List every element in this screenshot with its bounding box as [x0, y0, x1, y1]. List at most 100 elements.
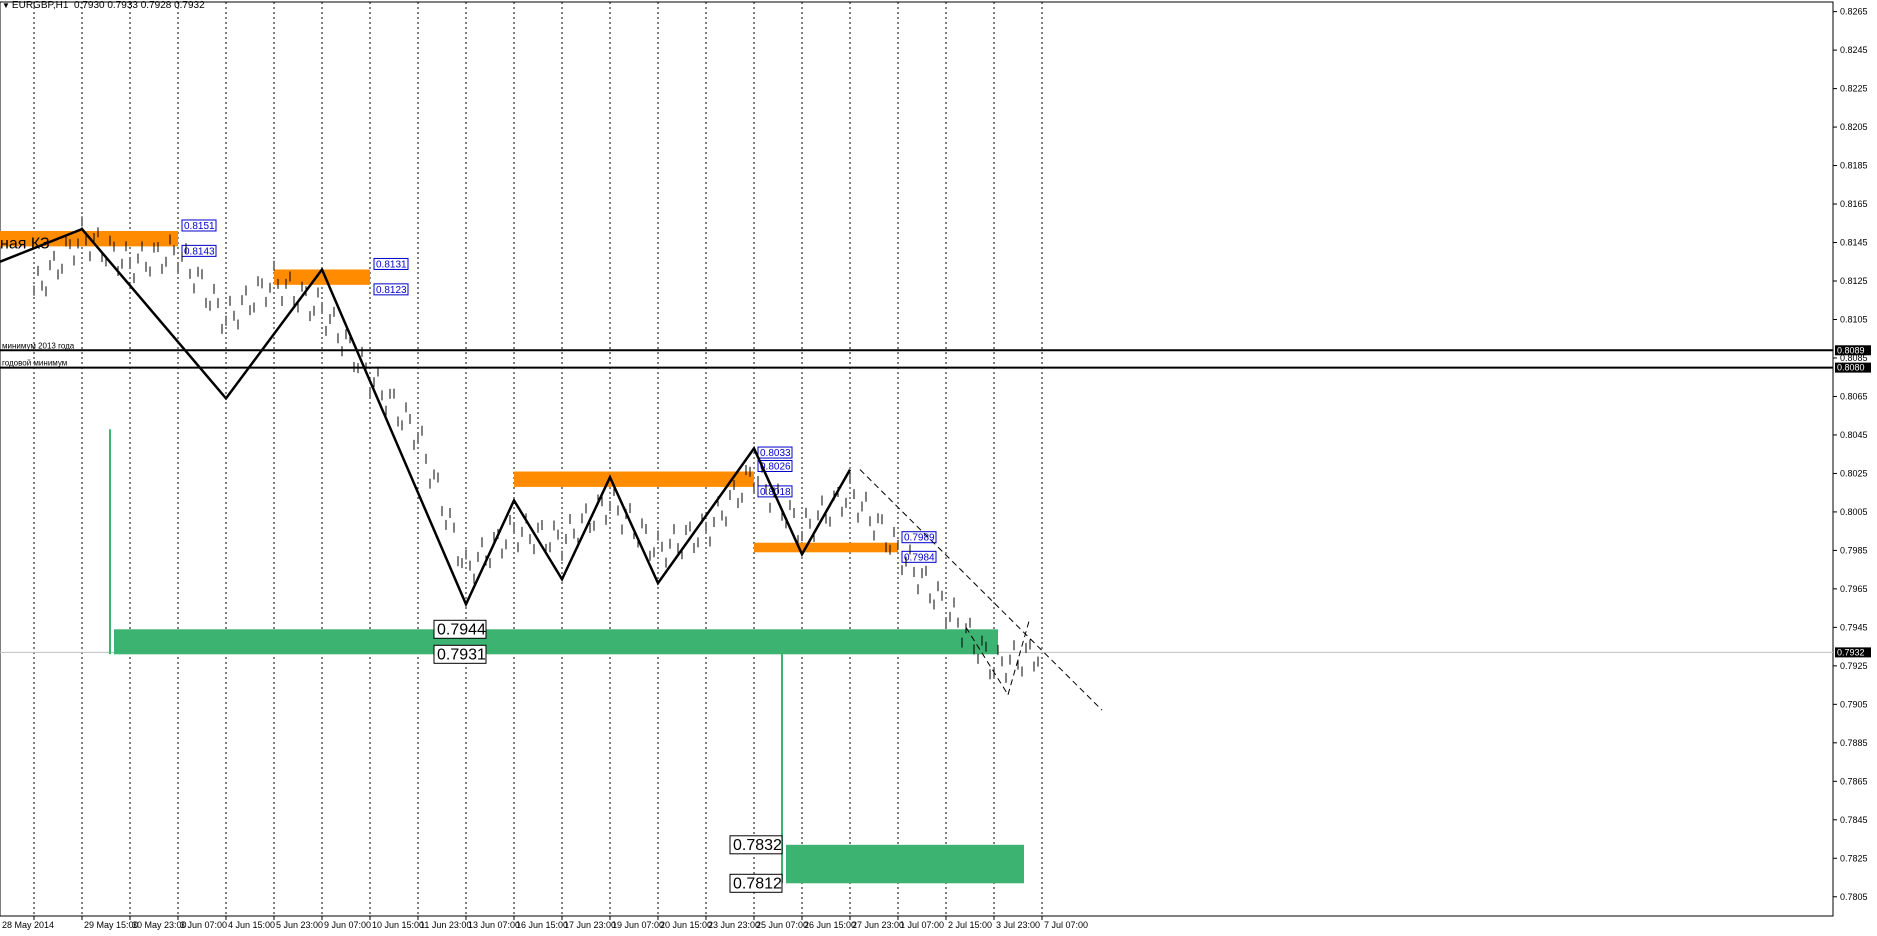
green-price-box: [729, 835, 783, 855]
zone-price-label: 0.8123: [376, 285, 407, 296]
annotation-text: ная КЗ: [0, 235, 50, 252]
support-line-label: минимум 2013 года: [2, 341, 75, 350]
y-tick-label: 0.7905: [1840, 699, 1868, 709]
y-tick-label: 0.8205: [1840, 122, 1868, 132]
zone-price-box: [901, 531, 937, 544]
x-tick-label: 29 May 15:00: [84, 920, 139, 930]
y-tick-label: 0.7885: [1840, 738, 1868, 748]
dashed-channel: [859, 469, 1103, 711]
support-price-tag: [1835, 362, 1871, 373]
current-price-tag: [1835, 647, 1871, 658]
y-tick-label: 0.8165: [1840, 199, 1868, 209]
channel-upper: [859, 469, 1103, 711]
y-tick-label: 0.7985: [1840, 545, 1868, 555]
y-tick-label: 0.7945: [1840, 622, 1868, 632]
y-tick-label: 0.8005: [1840, 507, 1868, 517]
zone-price-box: [181, 219, 217, 232]
orange-zone: [274, 269, 370, 285]
x-tick-label: 20 Jun 15:00: [660, 920, 712, 930]
zone-price-label: 0.8151: [184, 221, 215, 232]
y-tick-label: 0.8065: [1840, 391, 1868, 401]
zone-price-label: 0.7989: [904, 533, 935, 544]
y-tick-label: 0.8145: [1840, 238, 1868, 248]
x-tick-label: 19 Jun 07:00: [612, 920, 664, 930]
y-tick-label: 0.7865: [1840, 776, 1868, 786]
green-zone: [114, 629, 998, 655]
y-axis: 0.8265 0.8245 0.8225 0.8205 0.8185 0.8165 0.81…: [1833, 7, 1868, 902]
y-tick-label: 0.8185: [1840, 161, 1868, 171]
x-tick-label: 11 Jun 23:00: [420, 920, 471, 930]
x-tick-label: 1 Jul 07:00: [900, 920, 944, 930]
zone-price-label: 0.8026: [760, 462, 791, 473]
support-price-label: 0.8089: [1837, 345, 1865, 355]
zone-price-box: [373, 283, 409, 296]
x-tick-label: 10 Jun 15:00: [372, 920, 424, 930]
green-zone: [786, 844, 1024, 884]
y-tick-label: 0.8265: [1840, 7, 1868, 17]
x-tick-label: 28 May 2014: [2, 920, 54, 930]
green-zones: 0.7944 0.7931 0.7832 0.7812: [109, 429, 1024, 893]
x-tick-label: 27 Jun 23:00: [852, 920, 904, 930]
y-tick-label: 0.7805: [1840, 892, 1868, 902]
zone-price-box: [901, 550, 937, 563]
zone-price-label: 0.8033: [760, 448, 791, 459]
y-tick-label: 0.7825: [1840, 853, 1868, 863]
zone-price-label: 0.8131: [376, 259, 407, 270]
zone-price-label: 0.8143: [184, 246, 215, 257]
zigzag-line: [0, 227, 852, 608]
x-tick-label: 3 Jun 07:00: [180, 920, 227, 930]
x-tick-label: 26 Jun 15:00: [804, 920, 856, 930]
y-tick-label: 0.7925: [1840, 661, 1868, 671]
y-tick-label: 0.7965: [1840, 584, 1868, 594]
zone-price-box: [181, 244, 217, 257]
symbol-name: EURGBP,H1: [11, 0, 69, 11]
orange-zone: [514, 471, 754, 487]
x-tick-label: 4 Jun 15:00: [228, 920, 275, 930]
channel-lower: [1007, 617, 1031, 695]
support-price-tag: [1835, 345, 1871, 356]
symbol-header: ▼ EURGBP,H1 0.7930 0.7933 0.7928 0.7932: [2, 0, 205, 11]
zone-price-label: 0.8018: [760, 487, 791, 498]
x-tick-label: 13 Jun 07:00: [468, 920, 520, 930]
x-tick-label: 17 Jun 23:00: [564, 920, 616, 930]
green-price-box: [433, 619, 487, 639]
green-price-label: 0.7931: [437, 646, 486, 663]
plot-frame: [0, 1, 1834, 917]
ohlc-values: 0.7930 0.7933 0.7928 0.7932: [74, 0, 205, 11]
x-tick-label: 5 Jun 23:00: [276, 920, 323, 930]
y-tick-label: 0.8025: [1840, 468, 1868, 478]
support-price-label: 0.8080: [1837, 363, 1865, 373]
current-price-label: 0.7932: [1837, 647, 1865, 657]
y-tick-label: 0.8245: [1840, 45, 1868, 55]
grid: [33, 2, 1043, 916]
x-tick-label: 3 Jul 23:00: [996, 920, 1040, 930]
zone-price-label: 0.7984: [904, 552, 935, 563]
x-tick-label: 2 Jul 15:00: [948, 920, 992, 930]
green-price-box: [433, 644, 487, 664]
orange-zones: 0.8151 0.8143 0.8131 0.8123 0.8026 0.8018 0.80…: [0, 219, 937, 563]
zone-price-box: [757, 446, 793, 459]
orange-zone: [754, 542, 898, 553]
green-price-label: 0.7812: [733, 875, 782, 892]
green-price-box: [729, 873, 783, 893]
y-tick-label: 0.8105: [1840, 314, 1868, 324]
x-tick-label: 30 May 23:00: [132, 920, 187, 930]
y-tick-label: 0.8225: [1840, 84, 1868, 94]
green-price-label: 0.7944: [437, 621, 486, 638]
green-price-label: 0.7832: [733, 837, 782, 854]
y-tick-label: 0.7845: [1840, 815, 1868, 825]
y-tick-label: 0.8045: [1840, 430, 1868, 440]
zone-price-box: [373, 257, 409, 270]
dropdown-triangle-icon[interactable]: ▼: [2, 1, 10, 10]
horizontal-lines: минимум 2013 года 0.8089 годовой минимум 0.…: [0, 341, 1871, 373]
x-tick-label: 23 Jun 23:00: [708, 920, 760, 930]
price-bars: [33, 216, 1039, 683]
x-tick-label: 16 Jun 15:00: [516, 920, 568, 930]
x-tick-label: 25 Jun 07:00: [756, 920, 808, 930]
channel-lower: [965, 627, 1009, 695]
x-tick-label: 9 Jun 07:00: [324, 920, 371, 930]
support-line-label: годовой минимум: [2, 359, 67, 368]
